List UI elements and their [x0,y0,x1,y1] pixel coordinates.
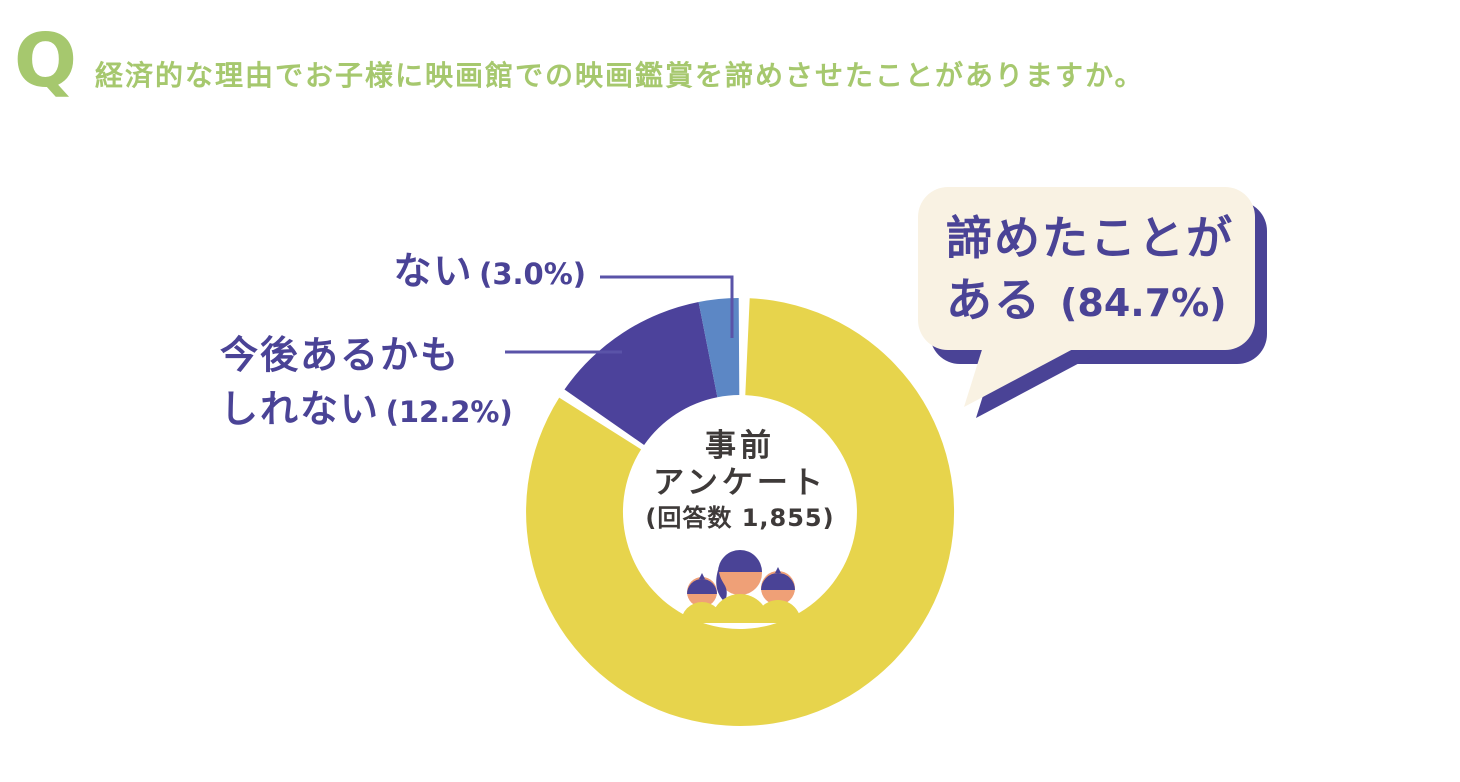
center-label-line1: 事前 [705,428,775,464]
bubble-line2: ある [946,273,1042,327]
center-label-line2: アンケート [653,465,827,501]
mother-hair [718,550,762,572]
callout-nai: ない (3.0%) [280,250,586,300]
speech-bubble-akirameta: 諦めたことが ある (84.7%) [918,187,1255,350]
callout-future-line1: 今後あるかも [220,333,461,377]
bubble-pct: (84.7%) [1060,281,1227,325]
center-label-respondents: (回答数 1,855) [645,504,835,532]
leader-lines [505,275,734,354]
child-right-hair-tuft [775,567,781,573]
family-illustration-icon [681,550,801,623]
donut-center-label: 事前 アンケート (回答数 1,855) [623,398,857,632]
donut-segment-2 [698,298,740,398]
donut-segments [526,298,955,726]
donut-segment-0 [526,298,955,726]
leader-line-nai [600,275,734,338]
question-text: 経済的な理由でお子様に映画館での映画鑑賞を諦めさせたことがありますか。 [95,59,1145,92]
question-mark-logo: Q [14,18,77,104]
mother-ponytail [716,570,727,602]
callout-nai-pct: (3.0%) [479,257,586,291]
speech-bubble-tail [964,340,1102,418]
speech-bubble-tail-fill [964,340,1090,407]
callout-future-pct: (12.2%) [385,395,513,429]
bubble-line1: 諦めたことが [946,211,1234,265]
child-right-hair [761,573,795,590]
child-left-hair-tuft [699,573,705,579]
donut-segment-1 [564,302,718,445]
child-left-hair [687,579,717,594]
callout-nai-label: ない [393,249,474,293]
mother-body [711,594,769,623]
callout-future-line2: しれない [220,387,381,431]
callout-future: 今後あるかも しれない (12.2%) [220,332,513,440]
